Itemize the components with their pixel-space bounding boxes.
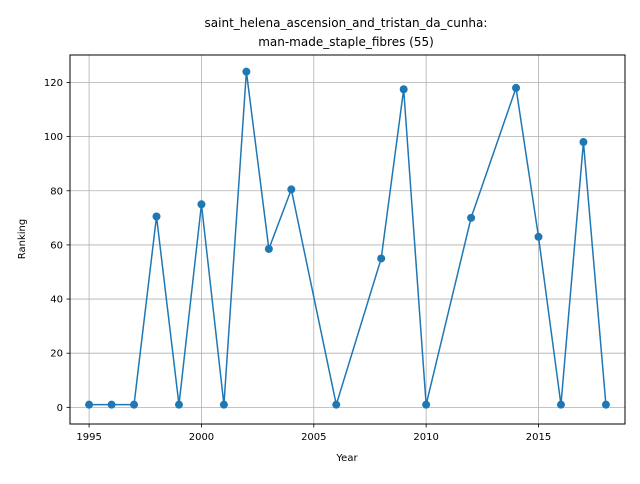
y-tick-label-0: 0 — [57, 403, 63, 414]
data-point-19 — [601, 400, 610, 409]
data-point-5 — [197, 200, 206, 209]
chart-title-line-2: man-made_staple_fibres (55) — [258, 35, 434, 49]
data-point-4 — [174, 400, 183, 409]
chart-title-line-1: saint_helena_ascension_and_tristan_da_cu… — [205, 16, 488, 30]
data-point-1 — [107, 400, 116, 409]
y-tick-label-2: 40 — [50, 295, 63, 306]
data-point-13 — [422, 400, 431, 409]
x-tick-label-1: 2000 — [189, 432, 214, 443]
y-axis-label: Ranking — [17, 219, 28, 259]
y-tick-label-3: 60 — [50, 240, 63, 251]
series-points — [85, 67, 610, 409]
x-axis-ticks: 1995 2000 2005 2010 2015 — [76, 424, 551, 443]
y-tick-label-6: 120 — [44, 78, 63, 89]
data-point-7 — [242, 67, 251, 76]
series-line — [89, 71, 607, 406]
plot-frame — [69, 54, 626, 425]
x-tick-label-3: 2010 — [413, 432, 438, 443]
data-point-8 — [264, 244, 273, 253]
data-point-9 — [287, 185, 296, 194]
data-point-16 — [534, 232, 543, 241]
data-point-18 — [579, 138, 588, 147]
x-tick-label-2: 2005 — [301, 432, 326, 443]
x-tick-label-4: 2015 — [526, 432, 551, 443]
data-point-6 — [219, 400, 228, 409]
y-axis-ticks: 0 20 40 60 80 100 120 — [44, 78, 70, 414]
y-tick-label-1: 20 — [50, 349, 63, 360]
y-tick-label-5: 100 — [44, 132, 63, 143]
data-point-10 — [332, 400, 341, 409]
data-point-0 — [85, 400, 94, 409]
data-point-2 — [130, 400, 139, 409]
data-point-14 — [467, 213, 476, 222]
x-axis-label: Year — [335, 453, 358, 464]
x-tick-label-0: 1995 — [76, 432, 101, 443]
chart-title: saint_helena_ascension_and_tristan_da_cu… — [205, 16, 488, 49]
y-tick-label-4: 80 — [50, 186, 63, 197]
data-point-12 — [399, 85, 408, 94]
data-point-3 — [152, 212, 161, 221]
data-point-11 — [377, 254, 386, 263]
data-point-15 — [512, 83, 521, 92]
data-point-17 — [556, 400, 565, 409]
